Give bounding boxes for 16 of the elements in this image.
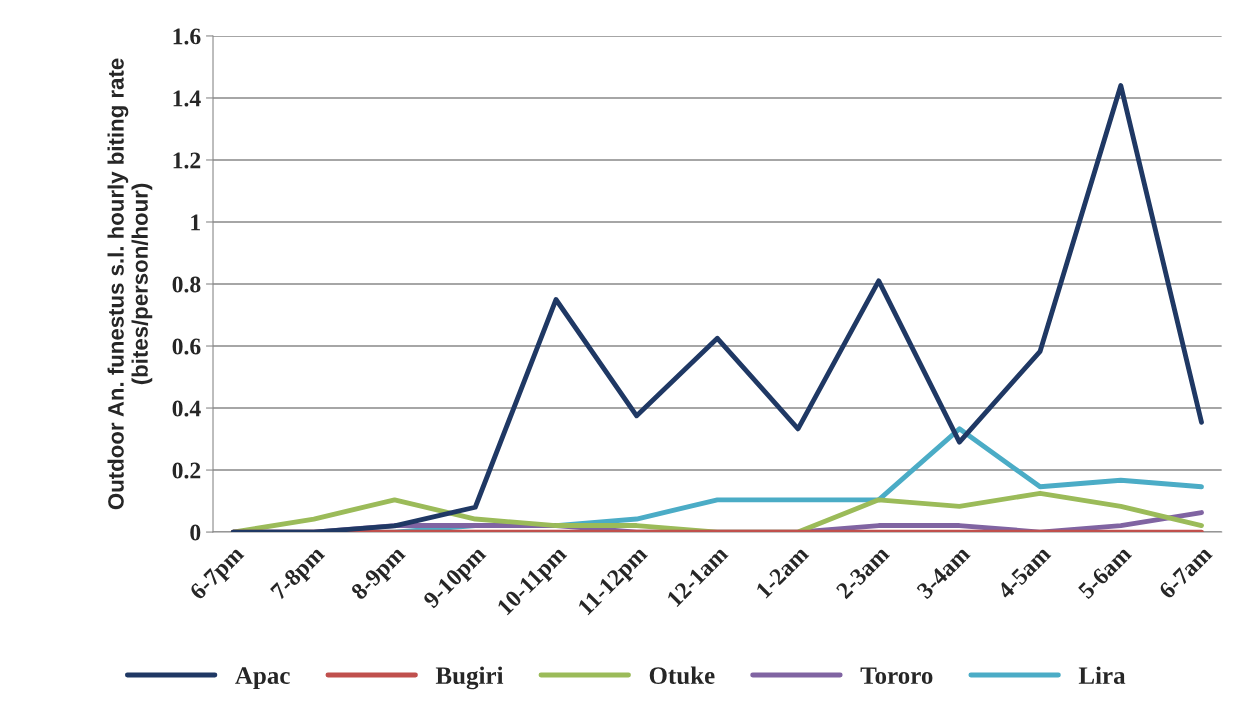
legend-label: Lira (1078, 666, 1126, 685)
legend-label: Otuke (649, 666, 715, 685)
y-tick-label: 1 (191, 214, 200, 231)
legend-label: Bugiri (435, 666, 504, 690)
legend-label: Apac (235, 667, 290, 690)
y-tick-label: 0.2 (172, 462, 201, 479)
y-tick-label: 1.2 (173, 152, 201, 169)
y-tick-label: 1.6 (173, 28, 201, 45)
y-tick-label: 0.6 (172, 338, 201, 355)
line-series (230, 83, 1204, 533)
y-axis-title: Outdoor An. funestus s.l. hourly biting rate (bites/person/hour) (107, 58, 153, 510)
y-tick-label: 0.8 (172, 276, 201, 293)
y-tick-label: 0.4 (172, 400, 201, 417)
y-tick-label: 0 (190, 524, 201, 541)
legend-label: Tororo (860, 667, 933, 685)
y-tick-label: 1.4 (173, 90, 201, 107)
